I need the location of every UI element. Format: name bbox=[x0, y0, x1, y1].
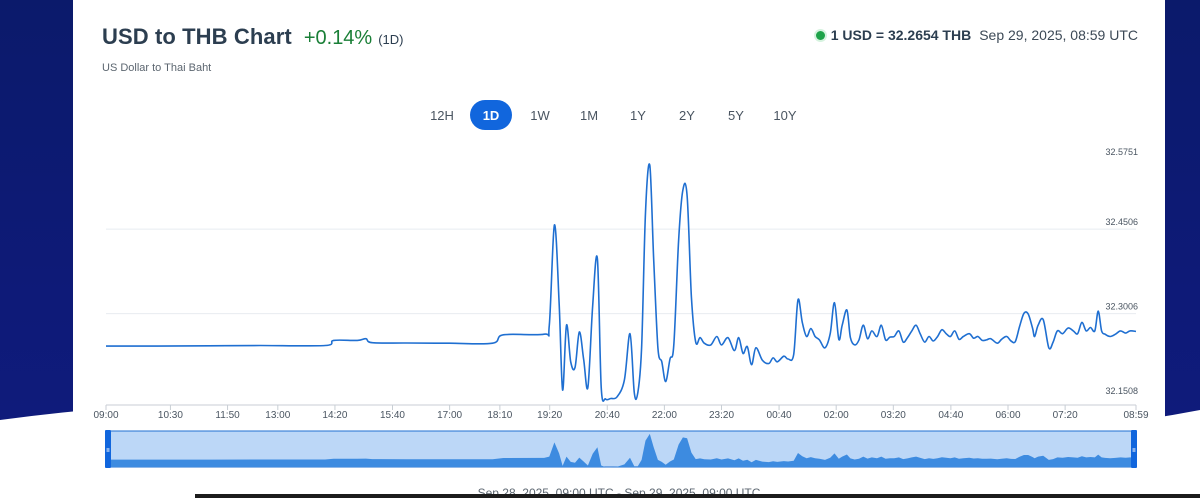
y-tick-label: 32.3006 bbox=[1105, 302, 1138, 312]
title-row: USD to THB Chart +0.14% (1D) bbox=[102, 24, 404, 50]
y-tick-label: 32.4506 bbox=[1105, 217, 1138, 227]
x-tick-label: 17:00 bbox=[437, 410, 462, 421]
rate-timestamp: Sep 29, 2025, 08:59 UTC bbox=[979, 27, 1138, 43]
chart-card: USD to THB Chart +0.14% (1D) US Dollar t… bbox=[73, 0, 1165, 498]
x-tick-label: 13:00 bbox=[265, 410, 290, 421]
x-tick-label: 06:00 bbox=[995, 410, 1020, 421]
tab-1y[interactable]: 1Y bbox=[630, 107, 646, 123]
x-tick-label: 14:20 bbox=[322, 410, 347, 421]
x-tick-label: 04:40 bbox=[938, 410, 963, 421]
x-tick-label: 20:40 bbox=[595, 410, 620, 421]
x-tick-label: 19:20 bbox=[537, 410, 562, 421]
x-tick-label: 10:30 bbox=[158, 410, 183, 421]
range-tabs: 12H 1D 1W 1M 1Y 2Y 5Y 10Y bbox=[421, 100, 813, 130]
x-tick-label: 15:40 bbox=[380, 410, 405, 421]
tab-1w[interactable]: 1W bbox=[530, 107, 550, 123]
line-chart: 32.5751 32.4506 32.3006 32.1508 09:00 10:30 11… bbox=[93, 147, 1149, 468]
x-tick-label: 23:20 bbox=[709, 410, 734, 421]
tab-1m[interactable]: 1M bbox=[579, 107, 599, 123]
tab-12h[interactable]: 12H bbox=[430, 107, 454, 123]
x-tick-label: 22:00 bbox=[652, 410, 677, 421]
usd-thb-series-line bbox=[106, 163, 1137, 402]
x-tick-label: 00:40 bbox=[767, 410, 792, 421]
navigator-area bbox=[106, 433, 1136, 468]
rate-value: 1 USD = 32.2654 THB bbox=[830, 27, 972, 43]
y-tick-label: 32.1508 bbox=[1105, 386, 1138, 396]
tab-10y[interactable]: 10Y bbox=[773, 107, 797, 123]
tab-2y[interactable]: 2Y bbox=[679, 107, 695, 123]
x-tick-label: 08:59 bbox=[1123, 410, 1148, 421]
chart-subtitle: US Dollar to Thai Baht bbox=[102, 62, 212, 74]
period-label: (1D) bbox=[378, 32, 404, 47]
percent-change: +0.14% bbox=[303, 27, 373, 49]
bottom-edge bbox=[195, 494, 1200, 498]
x-tick-label: 02:00 bbox=[824, 410, 849, 421]
x-tick-label: 11:50 bbox=[215, 410, 240, 421]
live-status-icon bbox=[815, 30, 825, 40]
live-rate: 1 USD = 32.2654 THB Sep 29, 2025, 08:59 … bbox=[815, 27, 1138, 43]
x-tick-label: 03:20 bbox=[881, 410, 906, 421]
x-tick-label: 07:20 bbox=[1053, 410, 1078, 421]
tab-1d[interactable]: 1D bbox=[470, 100, 512, 130]
chart-title: USD to THB Chart bbox=[102, 24, 292, 49]
x-tick-label: 18:10 bbox=[487, 410, 512, 421]
y-tick-label: 32.5751 bbox=[1105, 147, 1138, 157]
tab-5y[interactable]: 5Y bbox=[728, 107, 744, 123]
x-tick-label: 09:00 bbox=[93, 410, 118, 421]
